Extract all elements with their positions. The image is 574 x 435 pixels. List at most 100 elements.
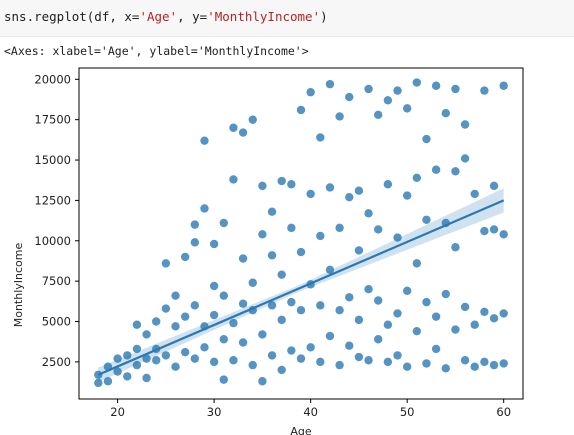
scatter-point (296, 354, 306, 363)
scatter-point (364, 356, 373, 365)
scatter-point (345, 293, 354, 302)
scatter-point (180, 347, 190, 357)
scatter-point (258, 377, 267, 386)
scatter-point (470, 320, 479, 329)
scatter-point (431, 165, 441, 174)
scatter-point (383, 180, 393, 189)
scatter-point (354, 315, 364, 325)
scatter-point (364, 84, 373, 94)
scatter-point (180, 312, 190, 321)
scatter-point (441, 364, 450, 373)
scatter-point (258, 330, 267, 339)
scatter-point (229, 175, 238, 184)
scatter-point (489, 360, 499, 370)
scatter-point (460, 154, 470, 163)
scatter-point (489, 225, 499, 234)
scatter-point (200, 204, 209, 213)
scatter-point (316, 133, 325, 142)
scatter-point (364, 209, 373, 218)
scatter-point (499, 359, 508, 368)
scatter-point (499, 81, 508, 90)
scatter-point (383, 320, 393, 329)
axes-frame (78, 67, 524, 400)
x-tick-label: 40 (303, 405, 318, 419)
scatter-point (316, 301, 325, 310)
scatter-point (171, 362, 180, 371)
y-axis-ticks: 2500 5000 7500 10000 12500 15000 17500 20000 (34, 72, 79, 369)
scatter-point (325, 331, 335, 341)
x-tick-label: 50 (400, 405, 415, 419)
scatter-point (219, 218, 228, 228)
scatter-point (354, 246, 364, 255)
scatter-point (94, 378, 103, 388)
confidence-band (98, 188, 504, 383)
scatter-points-layer (94, 78, 508, 388)
scatter-point (238, 128, 248, 137)
y-tick-label: 12500 (34, 193, 71, 207)
scatter-point (209, 239, 219, 249)
scatter-point (287, 180, 296, 189)
scatter-point (412, 259, 422, 268)
scatter-point (123, 372, 132, 381)
scatter-point (238, 254, 248, 263)
scatter-point (335, 305, 344, 315)
x-tick-label: 60 (496, 405, 511, 419)
scatter-point (132, 320, 142, 329)
scatter-point (219, 291, 228, 300)
scatter-point (393, 86, 402, 95)
scatter-point (287, 223, 296, 233)
scatter-point (142, 354, 151, 363)
scatter-point (422, 215, 431, 224)
scatter-point (402, 104, 412, 113)
scatter-point (267, 351, 277, 360)
scatter-point (383, 357, 393, 367)
scatter-point (277, 270, 286, 279)
code-arg-y: 'MonthlyIncome' (207, 9, 321, 24)
x-axis-ticks: 20 30 40 50 60 (110, 399, 511, 419)
scatter-point (374, 225, 383, 234)
scatter-point (248, 360, 257, 370)
confidence-band-layer (98, 188, 504, 383)
scatter-point (345, 192, 354, 202)
scatter-point (238, 338, 248, 347)
code-line[interactable]: sns.regplot(df, x='Age', y='MonthlyIncom… (4, 9, 328, 24)
code-arg-x: 'Age' (139, 9, 178, 24)
scatter-point (325, 183, 335, 192)
scatter-point (267, 207, 277, 216)
scatter-point (161, 351, 171, 360)
scatter-point (374, 335, 383, 344)
scatter-point (412, 173, 422, 182)
scatter-point (451, 167, 460, 176)
scatter-point (480, 86, 489, 95)
scatter-point (171, 322, 180, 331)
scatter-point (180, 252, 190, 262)
scatter-point (364, 285, 373, 294)
scatter-point (277, 365, 286, 375)
scatter-point (209, 310, 219, 320)
scatter-point (460, 302, 470, 312)
scatter-point (123, 351, 132, 360)
y-tick-label: 17500 (34, 113, 71, 127)
scatter-point (316, 231, 325, 241)
scatter-point (258, 230, 267, 239)
scatter-point (499, 230, 508, 239)
scatter-point (190, 238, 200, 247)
scatter-point (431, 312, 441, 321)
scatter-point (451, 243, 460, 252)
scatter-point (451, 325, 460, 334)
scatter-point (422, 297, 431, 307)
scatter-point (296, 105, 306, 115)
scatter-point (393, 309, 402, 318)
code-cell[interactable]: sns.regplot(df, x='Age', y='MonthlyIncom… (0, 0, 574, 37)
regression-line-layer (97, 199, 505, 376)
scatter-point (441, 109, 450, 118)
scatter-point (287, 297, 296, 307)
scatter-point (451, 84, 460, 94)
scatter-point (460, 120, 470, 129)
scatter-point (161, 304, 171, 313)
scatter-point (296, 305, 306, 315)
scatter-point (209, 357, 219, 367)
scatter-point (431, 344, 441, 354)
y-tick-label: 10000 (34, 234, 71, 248)
scatter-point (142, 330, 151, 339)
